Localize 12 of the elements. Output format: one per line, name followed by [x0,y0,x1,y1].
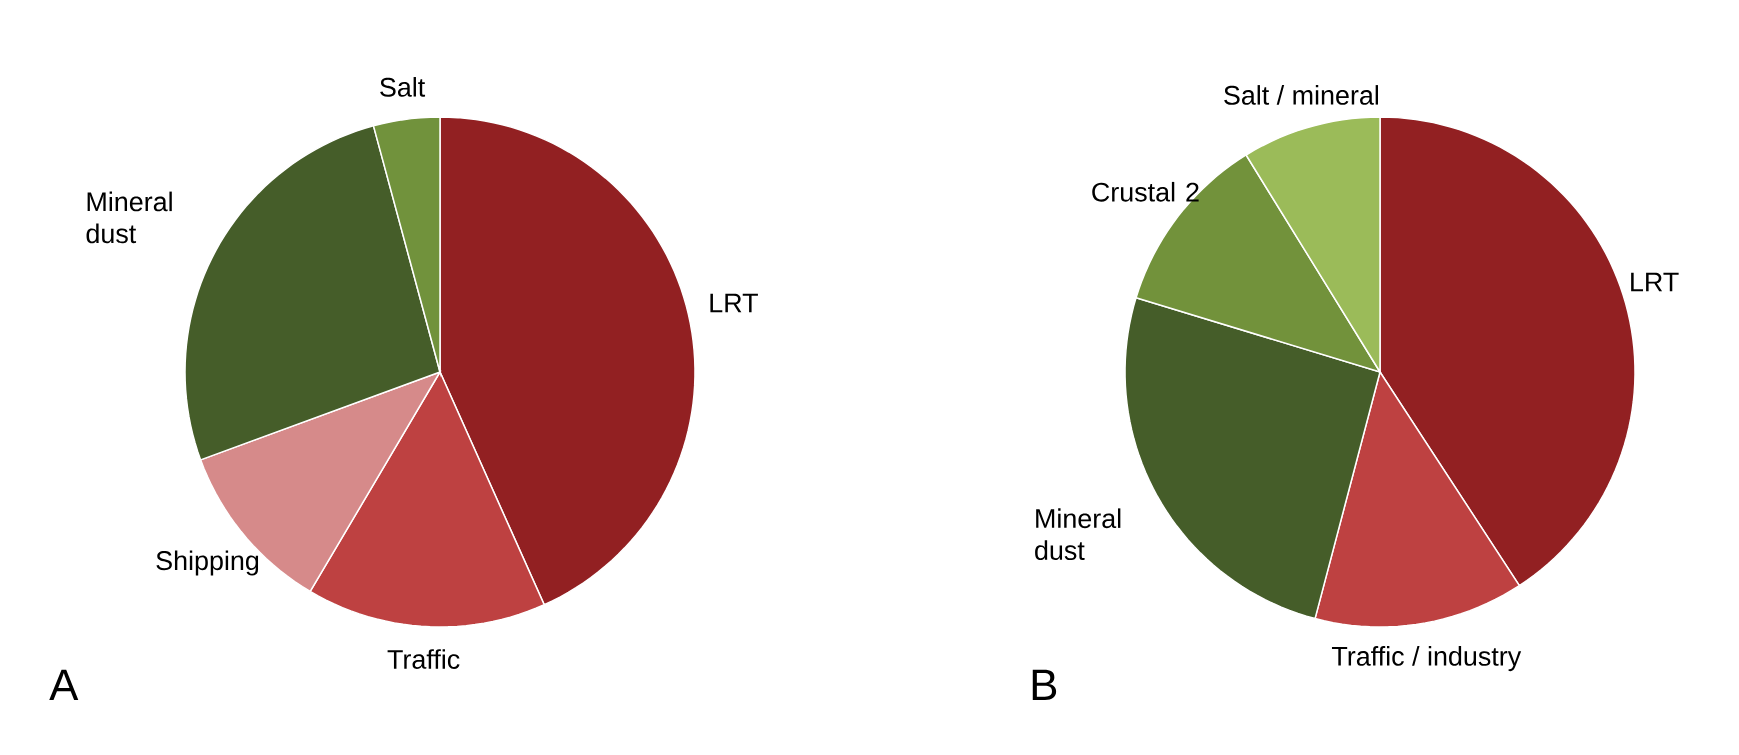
slice-label: Salt [380,77,426,97]
slice-label: Crustal 2 [1092,181,1199,202]
slice-label: Mineral dust [1035,508,1121,561]
slice-label: Traffic / industry [1331,646,1522,672]
slice-label: LRT [710,293,758,313]
slice-label: Salt / mineral [1224,85,1379,105]
text: B [1032,669,1057,700]
slice-label: Traffic [387,649,460,669]
slice-label: Shipping [156,550,259,576]
slice-label: LRT [1631,272,1679,292]
slice-label: Mineral dust [86,191,172,244]
text: A [49,669,79,700]
